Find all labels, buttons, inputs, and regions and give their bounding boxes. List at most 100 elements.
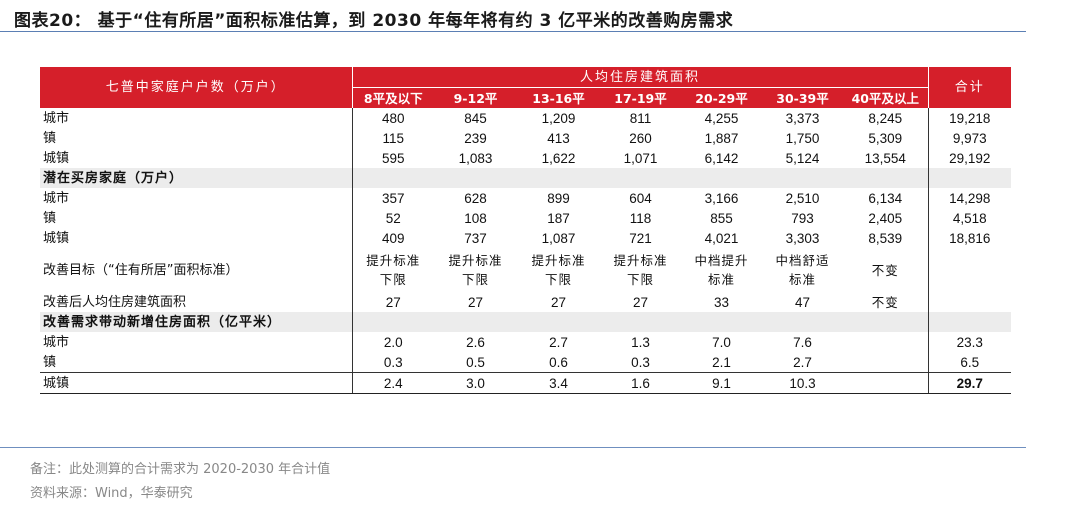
table-cell: 1.6 [600, 372, 681, 394]
row-label: 镇 [40, 128, 353, 148]
table-cell [517, 312, 600, 332]
table-cell [517, 168, 600, 188]
table-cell: 提升标准 下限 [531, 253, 586, 287]
row-total: 19,218 [927, 108, 1012, 128]
table-row: 城镇 595 1,083 1,622 1,071 6,142 5,124 13,554 29,1… [40, 148, 1012, 168]
table-cell: 604 [629, 190, 652, 206]
table-cell: 0.3 [383, 354, 403, 370]
table-cell [352, 312, 434, 332]
table-cell: 1,622 [541, 150, 576, 166]
row-label: 改善后人均住房建筑面积 [40, 292, 353, 312]
section-row: 潜在买房家庭（万户） [40, 168, 1012, 188]
table-cell [681, 168, 762, 188]
row-label: 城镇 [40, 148, 353, 168]
header-total: 合计 [927, 67, 1012, 108]
table-row: 镇 0.3 0.5 0.6 0.3 2.1 2.7 6.5 [40, 352, 1012, 373]
table-cell: 4,021 [704, 230, 739, 246]
row-label: 城镇 [40, 372, 353, 394]
table-cell: 239 [464, 130, 487, 146]
table-cell: 8,245 [868, 110, 903, 126]
table-row: 改善目标（“住有所居”面积标准） 提升标准 下限 提升标准 下限 提升标准 下限 提升标准 下限… [40, 248, 1012, 292]
row-total: 29,192 [927, 148, 1012, 168]
header-col: 8平及以下 [352, 87, 434, 108]
table-cell: 115 [382, 130, 405, 146]
table-cell: 3,303 [785, 230, 820, 246]
table-cell [843, 168, 929, 188]
table-cell: 6,142 [704, 150, 739, 166]
row-label: 镇 [40, 352, 353, 373]
table-cell: 899 [547, 190, 570, 206]
table-cell: 0.6 [549, 354, 568, 370]
table-cell [352, 168, 434, 188]
table-cell: 3,373 [785, 110, 820, 126]
header-col: 9-12平 [434, 87, 517, 108]
row-total: 29.7 [927, 372, 1012, 394]
table-cell: 4,255 [704, 110, 739, 126]
row-total [927, 168, 1012, 188]
table-row: 城市 2.0 2.6 2.7 1.3 7.0 7.6 23.3 [40, 332, 1012, 352]
table-cell: 845 [464, 110, 487, 126]
table-cell: 0.5 [466, 354, 485, 370]
table-cell: 2.6 [466, 334, 485, 350]
table-cell: 118 [629, 210, 652, 226]
table-cell: 10.3 [762, 372, 843, 394]
table-cell: 3.0 [434, 372, 517, 394]
table-cell: 628 [464, 190, 487, 206]
table-cell: 0.3 [631, 354, 650, 370]
table-cell: 2.1 [712, 354, 731, 370]
table-cell: 2.7 [793, 354, 812, 370]
row-total: 4,518 [927, 208, 1012, 228]
table-cell: 2.4 [352, 372, 434, 394]
table-cell: 2,510 [785, 190, 820, 206]
table-cell: 33 [713, 294, 730, 310]
table-cell: 2,405 [868, 210, 903, 226]
table-cell: 3.4 [517, 372, 600, 394]
section-row: 改善需求带动新增住房面积（亿平米） [40, 312, 1012, 332]
table-cell: 提升标准 下限 [448, 253, 503, 287]
table-cell: 357 [381, 190, 405, 206]
header-area-group: 人均住房建筑面积 [352, 67, 929, 88]
table-cell: 不变 [871, 262, 899, 278]
footnote: 备注：此处测算的合计需求为 2020-2030 年合计值 [30, 462, 331, 477]
table-cell: 1,887 [704, 130, 739, 146]
table-cell: 3,166 [704, 190, 739, 206]
figure-title: 图表20： 基于“住有所居”面积标准估算，到 2030 年每年将有约 3 亿平米… [14, 11, 734, 31]
table-cell [434, 312, 517, 332]
table-cell [600, 312, 681, 332]
table-cell: 5,124 [785, 150, 820, 166]
table-cell [434, 168, 517, 188]
row-total: 23.3 [927, 332, 1012, 352]
table-cell: 1,087 [541, 230, 576, 246]
table-cell: 9.1 [681, 372, 762, 394]
notes-divider [0, 447, 1026, 448]
table-cell: 27 [385, 294, 401, 310]
table-cell: 1,071 [623, 150, 658, 166]
table-cell [681, 312, 762, 332]
source-note: 资料来源：Wind，华泰研究 [30, 486, 193, 501]
table-cell: 27 [632, 294, 649, 310]
row-label: 潜在买房家庭（万户） [40, 168, 353, 188]
row-total [927, 312, 1012, 332]
table-cell: 不变 [871, 294, 899, 310]
table-cell: 1.3 [631, 334, 650, 350]
row-total: 9,973 [927, 128, 1012, 148]
title-divider [0, 31, 1026, 32]
table-cell: 7.0 [712, 334, 731, 350]
table-cell: 595 [381, 150, 405, 166]
table-cell: 52 [385, 210, 401, 226]
table-body: 城市 480 845 1,209 811 4,255 3,373 8,245 19,218 镇 11… [40, 108, 1012, 394]
table-cell: 187 [547, 210, 570, 226]
table-cell: 1,209 [541, 110, 576, 126]
housing-demand-table: 七普中家庭户户数（万户） 人均住房建筑面积 合计 8平及以下 9-12平 13-… [40, 67, 1012, 394]
table-cell: 1,083 [458, 150, 493, 166]
table-row: 镇 52 108 187 118 855 793 2,405 4,518 [40, 208, 1012, 228]
row-label: 改善需求带动新增住房面积（亿平米） [40, 312, 353, 332]
table-cell: 5,309 [868, 130, 903, 146]
table-cell: 8,539 [868, 230, 903, 246]
row-label: 城市 [40, 188, 353, 208]
table-cell: 2.7 [549, 334, 568, 350]
table-row: 城镇 2.4 3.0 3.4 1.6 9.1 10.3 29.7 [40, 372, 1012, 394]
row-total: 6.5 [927, 352, 1012, 373]
table-cell: 737 [464, 230, 487, 246]
row-label: 城市 [40, 108, 353, 128]
